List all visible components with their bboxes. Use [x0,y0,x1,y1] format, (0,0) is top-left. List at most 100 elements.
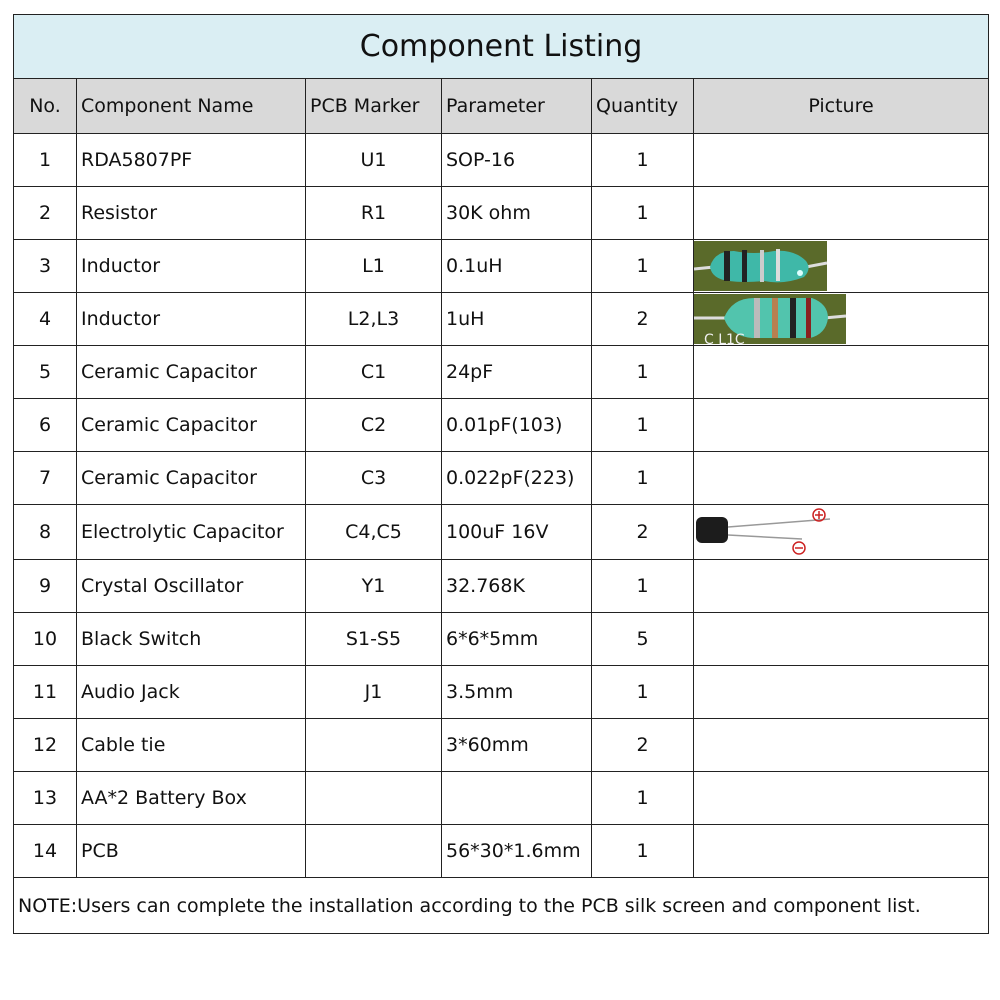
table-row: 13 AA*2 Battery Box 1 [13,771,990,825]
quantity: 1 [591,665,694,719]
picture-cell [692,559,990,613]
parameter: 0.022pF(223) [441,451,592,505]
pcb-marker [305,718,442,772]
picture-cell [692,186,990,240]
quantity: 2 [591,292,694,346]
quantity: 5 [591,612,694,666]
component-name: Ceramic Capacitor [76,451,306,505]
row-number: 12 [13,718,77,772]
row-number: 5 [13,345,77,399]
row-number: 10 [13,612,77,666]
picture-cell [692,824,990,878]
row-number: 4 [13,292,77,346]
table-row: 3 Inductor L1 0.1uH 1 [13,239,990,293]
pcb-marker: C3 [305,451,442,505]
pcb-marker: C4,C5 [305,504,442,560]
parameter: 32.768K [441,559,592,613]
pcb-marker: J1 [305,665,442,719]
header-parameter: Parameter [441,78,592,134]
quantity: 1 [591,824,694,878]
capacitor-photo [695,506,988,559]
quantity: 1 [591,133,694,187]
quantity: 1 [591,186,694,240]
row-number: 3 [13,239,77,293]
picture-cell [692,612,990,666]
quantity: 1 [591,345,694,399]
table-row: 14 PCB 56*30*1.6mm 1 [13,824,990,878]
picture-cell [692,239,990,293]
quantity: 2 [591,504,694,560]
quantity: 1 [591,451,694,505]
component-name: Black Switch [76,612,306,666]
picture-cell [692,718,990,772]
parameter: 3.5mm [441,665,592,719]
table-row: 9 Crystal Oscillator Y1 32.768K 1 [13,559,990,613]
table-row: 12 Cable tie 3*60mm 2 [13,718,990,772]
quantity: 1 [591,239,694,293]
table-row: 8 Electrolytic Capacitor C4,C5 100uF 16V 2 [13,504,990,560]
component-name: RDA5807PF [76,133,306,187]
table-row: 1 RDA5807PF U1 SOP-16 1 [13,133,990,187]
component-name: Audio Jack [76,665,306,719]
component-name: Electrolytic Capacitor [76,504,306,560]
quantity: 1 [591,559,694,613]
table-row: 7 Ceramic Capacitor C3 0.022pF(223) 1 [13,451,990,505]
component-name: Resistor [76,186,306,240]
pcb-marker: S1-S5 [305,612,442,666]
row-number: 8 [13,504,77,560]
parameter [441,771,592,825]
pcb-marker: Y1 [305,559,442,613]
table-row: 2 Resistor R1 30K ohm 1 [13,186,990,240]
table-row: 5 Ceramic Capacitor C1 24pF 1 [13,345,990,399]
component-name: Cable tie [76,718,306,772]
header-marker: PCB Marker [305,78,442,134]
note-text: NOTE:Users can complete the installation… [12,877,990,934]
header-quantity: Quantity [591,78,694,134]
parameter: 0.1uH [441,239,592,293]
header-no: No. [13,78,77,134]
component-name: Crystal Oscillator [76,559,306,613]
picture-cell [692,665,990,719]
parameter: 6*6*5mm [441,612,592,666]
parameter: 56*30*1.6mm [441,824,592,878]
parameter: 30K ohm [441,186,592,240]
picture-cell [692,398,990,452]
picture-cell [692,504,990,560]
table-row: 10 Black Switch S1-S5 6*6*5mm 5 [13,612,990,666]
row-number: 7 [13,451,77,505]
quantity: 1 [591,398,694,452]
parameter: 100uF 16V [441,504,592,560]
svg-text:C L1C: C L1C [704,332,745,344]
row-number: 1 [13,133,77,187]
picture-cell [692,451,990,505]
pcb-marker [305,771,442,825]
picture-cell [692,771,990,825]
pcb-marker: L2,L3 [305,292,442,346]
quantity: 2 [591,718,694,772]
inductor-photo: C L1C [694,294,988,344]
header-name: Component Name [76,78,306,134]
pcb-marker [305,824,442,878]
row-number: 2 [13,186,77,240]
inductor-photo [694,241,988,291]
row-number: 6 [13,398,77,452]
component-table: Component Listing No. Component Name PCB… [12,14,990,934]
row-number: 13 [13,771,77,825]
quantity: 1 [591,771,694,825]
row-number: 11 [13,665,77,719]
parameter: SOP-16 [441,133,592,187]
component-name: Inductor [76,239,306,293]
pcb-marker: U1 [305,133,442,187]
component-name: Inductor [76,292,306,346]
header-row: No. Component Name PCB Marker Parameter … [13,78,990,134]
table-row: 11 Audio Jack J1 3.5mm 1 [13,665,990,719]
pcb-marker: C2 [305,398,442,452]
component-name: PCB [76,824,306,878]
parameter: 3*60mm [441,718,592,772]
component-name: Ceramic Capacitor [76,345,306,399]
picture-cell [692,345,990,399]
pcb-marker: L1 [305,239,442,293]
header-picture: Picture [692,78,990,134]
parameter: 1uH [441,292,592,346]
picture-cell: C L1C [692,292,990,346]
